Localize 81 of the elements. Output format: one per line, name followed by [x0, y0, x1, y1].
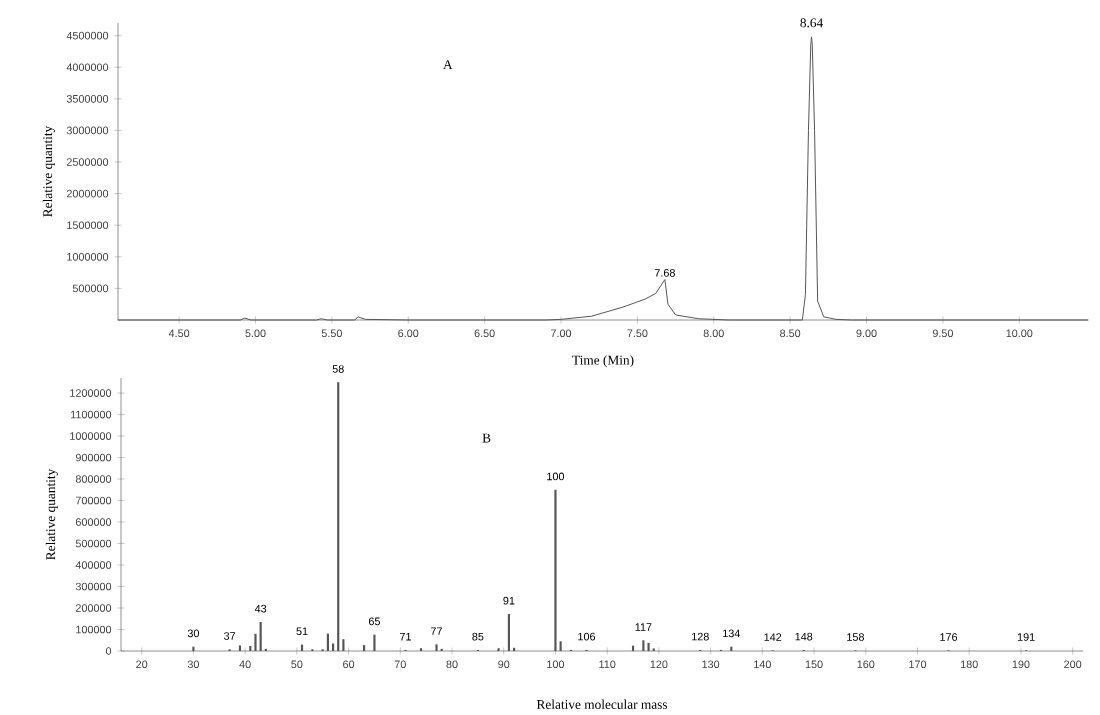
x-tick-label: 6.50: [474, 329, 495, 338]
y-tick-label: 700000: [75, 496, 112, 505]
annotation: 65: [368, 617, 380, 626]
annotation: 77: [431, 627, 442, 636]
x-tick-label: 4.50: [168, 329, 190, 338]
x-tick-label: 9.00: [856, 329, 877, 338]
y-tick-label: 2500000: [66, 158, 109, 167]
annotation: 30: [187, 629, 200, 638]
y-tick-label: 4500000: [66, 32, 109, 40]
y-tick-label: 1000000: [67, 253, 109, 261]
y-tick-label: 1100000: [71, 410, 112, 419]
x-tick-label: 7.50: [627, 329, 648, 338]
y-tick-label: 600000: [75, 518, 112, 527]
y-tick-label: 1000000: [70, 432, 112, 441]
x-tick-label: 5.00: [245, 329, 266, 338]
x-axis-title: Time (Min): [572, 355, 634, 368]
annotation: 134: [723, 629, 741, 638]
y-tick-label: 900000: [75, 453, 112, 462]
annotation: B: [482, 433, 491, 443]
x-tick-label: 8.00: [703, 329, 724, 338]
annotation: 8.64: [800, 18, 823, 28]
y-tick-label: 200000: [75, 604, 112, 613]
y-tick-label: 300000: [75, 582, 112, 591]
annotation: 148: [795, 633, 813, 641]
annotation: 71: [399, 633, 411, 641]
x-tick-label: 50: [291, 660, 303, 669]
y-tick-label: 0: [105, 647, 112, 656]
x-tick-label: 40: [239, 660, 251, 669]
x-tick-label: 110: [599, 660, 616, 669]
y-tick-label: 2000000: [66, 190, 109, 198]
y-tick-label: 4000000: [66, 63, 109, 72]
annotation: 7.68: [654, 269, 675, 277]
annotation: 117: [635, 623, 652, 632]
annotation: 106: [578, 633, 596, 641]
x-tick-label: 30: [187, 660, 200, 669]
x-tick-label: 130: [702, 660, 720, 669]
x-tick-label: 180: [961, 660, 978, 669]
y-tick-label: 100000: [76, 625, 112, 634]
x-tick-label: 80: [446, 660, 458, 669]
annotation: 58: [332, 365, 344, 374]
x-tick-label: 190: [1012, 660, 1030, 669]
y-tick-label: 3000000: [66, 126, 109, 135]
y-tick-label: 3500000: [66, 95, 109, 103]
x-tick-label: 70: [394, 660, 406, 669]
annotation: 158: [847, 633, 864, 642]
x-tick-label: 170: [909, 660, 927, 669]
annotation: 51: [296, 627, 308, 636]
x-tick-label: 8.50: [780, 329, 801, 338]
y-axis-title: Relative quantity: [42, 126, 55, 218]
annotation: 191: [1017, 633, 1035, 642]
annotation: 43: [254, 605, 267, 613]
x-tick-label: 160: [857, 660, 875, 669]
x-tick-label: 5.50: [321, 329, 342, 338]
y-tick-label: 500000: [75, 539, 112, 548]
x-tick-label: 9.50: [932, 329, 953, 338]
y-tick-label: 1200000: [70, 389, 112, 398]
x-tick-label: 60: [343, 660, 355, 669]
annotation: 85: [472, 633, 484, 641]
y-axis-title: Relative quantity: [45, 469, 58, 561]
x-tick-label: 140: [754, 660, 771, 669]
x-tick-label: 120: [650, 660, 668, 669]
annotation: A: [443, 60, 453, 70]
annotation: 91: [503, 597, 515, 605]
annotation: 176: [940, 633, 958, 642]
x-tick-label: 10.00: [1006, 329, 1033, 338]
annotation: 142: [764, 633, 782, 642]
y-tick-label: 1500000: [67, 221, 109, 230]
y-tick-label: 800000: [75, 475, 112, 484]
x-axis-title: Relative molecular mass: [536, 699, 668, 710]
x-tick-label: 200: [1064, 660, 1082, 669]
y-tick-label: 400000: [75, 561, 112, 570]
annotation: 37: [224, 632, 236, 641]
x-tick-label: 7.00: [551, 329, 572, 338]
annotation: 100: [547, 472, 565, 481]
x-tick-label: 20: [136, 660, 148, 669]
x-tick-label: 90: [498, 660, 510, 669]
x-tick-label: 100: [547, 660, 565, 669]
x-tick-label: 6.00: [398, 329, 419, 338]
y-tick-label: 500000: [72, 284, 109, 293]
annotation: 128: [692, 633, 709, 641]
x-tick-label: 150: [805, 660, 823, 669]
